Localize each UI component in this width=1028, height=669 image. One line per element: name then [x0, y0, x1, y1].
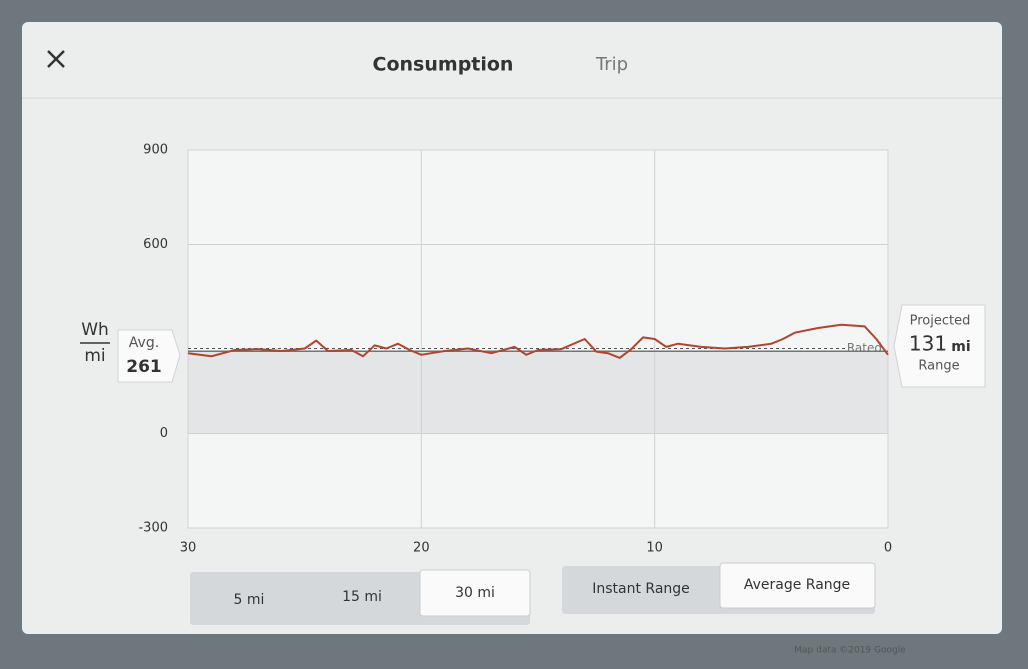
- rated-label: Rated: [847, 341, 882, 355]
- x-tick-label: 0: [884, 541, 892, 556]
- range-option[interactable]: Instant Range: [592, 581, 690, 597]
- avg-badge: [117, 329, 181, 383]
- selected-option: [719, 562, 876, 609]
- y-tick-label: 900: [143, 143, 168, 158]
- projected-badge: [893, 304, 986, 388]
- projected-caption: Range: [918, 359, 959, 374]
- projected-label: Projected: [910, 314, 971, 329]
- x-tick-label: 30: [180, 541, 197, 556]
- avg-value: 261: [126, 357, 162, 377]
- plot-area: [187, 149, 889, 529]
- avg-band: [188, 351, 888, 434]
- x-tick-label: 20: [413, 541, 430, 556]
- distance-option[interactable]: 30 mi: [455, 585, 495, 601]
- tab[interactable]: Consumption: [373, 54, 514, 76]
- selected-option: [419, 569, 531, 617]
- close-icon: [47, 50, 65, 68]
- y-tick-label: 600: [143, 237, 168, 252]
- close-button[interactable]: [47, 50, 65, 68]
- y-tick-label: -300: [138, 521, 168, 536]
- unit-top: Wh: [81, 320, 109, 340]
- projected-value: 131: [909, 332, 947, 356]
- y-tick-label: 0: [160, 426, 168, 441]
- x-tick-label: 10: [646, 541, 663, 556]
- consumption-line: [187, 323, 889, 359]
- tab[interactable]: Trip: [595, 54, 628, 75]
- unit-bottom: mi: [84, 346, 105, 366]
- distance-option[interactable]: 5 mi: [234, 592, 265, 608]
- avg-label: Avg.: [129, 335, 159, 351]
- chart: -300 0 600 900 30 20 10 0 Rated: [138, 143, 892, 556]
- distance-option[interactable]: 15 mi: [342, 589, 382, 605]
- range-option[interactable]: Average Range: [744, 577, 850, 593]
- attribution: Map data ©2019 Google: [794, 646, 906, 656]
- projected-unit: mi: [951, 339, 970, 355]
